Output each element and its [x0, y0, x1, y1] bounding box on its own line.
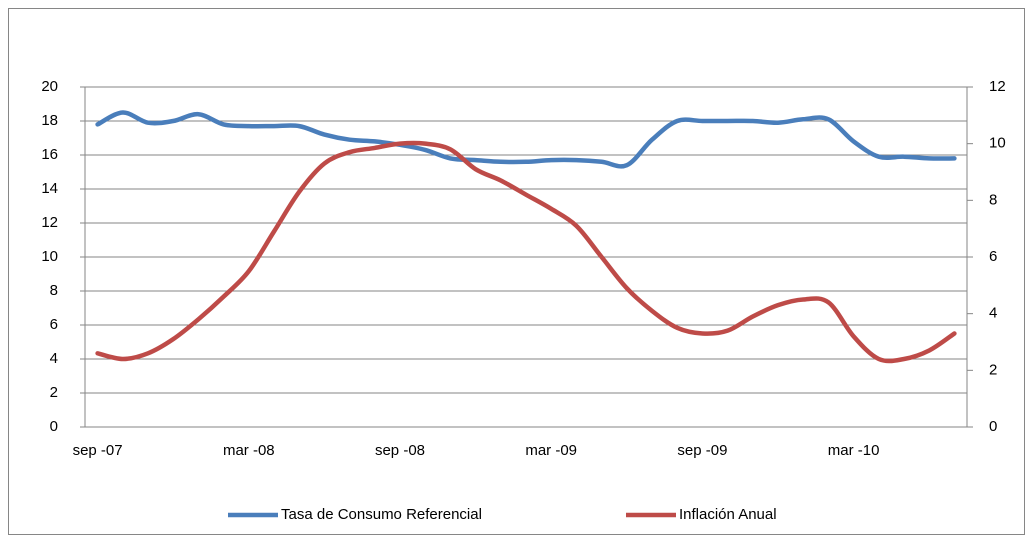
- y-tick-label: 20: [41, 78, 58, 95]
- y2-tick-label: 8: [989, 191, 997, 208]
- x-tick-label: sep -07: [73, 442, 123, 459]
- x-tick-label: sep -09: [677, 442, 727, 459]
- y-tick-label: 4: [50, 350, 58, 367]
- x-tick-label: mar -10: [828, 442, 880, 459]
- y-tick-label: 8: [50, 282, 58, 299]
- x-tick-label: mar -09: [525, 442, 577, 459]
- y2-tick-label: 0: [989, 418, 997, 435]
- y-tick-label: 0: [50, 418, 58, 435]
- x-tick-label: sep -08: [375, 442, 425, 459]
- y2-tick-label: 4: [989, 305, 997, 322]
- y-tick-label: 16: [41, 146, 58, 163]
- y-tick-label: 18: [41, 112, 58, 129]
- y2-tick-label: 12: [989, 78, 1006, 95]
- x-tick-label: mar -08: [223, 442, 275, 459]
- y-tick-label: 6: [50, 316, 58, 333]
- y2-tick-label: 10: [989, 135, 1006, 152]
- y2-tick-label: 6: [989, 248, 997, 265]
- y-tick-label: 10: [41, 248, 58, 265]
- legend-label: Inflación Anual: [679, 506, 777, 523]
- legend-label: Tasa de Consumo Referencial: [281, 506, 482, 523]
- y2-tick-label: 2: [989, 361, 997, 378]
- chart-border: [8, 8, 1025, 535]
- series-line: [95, 110, 957, 169]
- y-tick-label: 2: [50, 384, 58, 401]
- y-tick-label: 14: [41, 180, 58, 197]
- y-tick-label: 12: [41, 214, 58, 231]
- series-line: [95, 140, 957, 364]
